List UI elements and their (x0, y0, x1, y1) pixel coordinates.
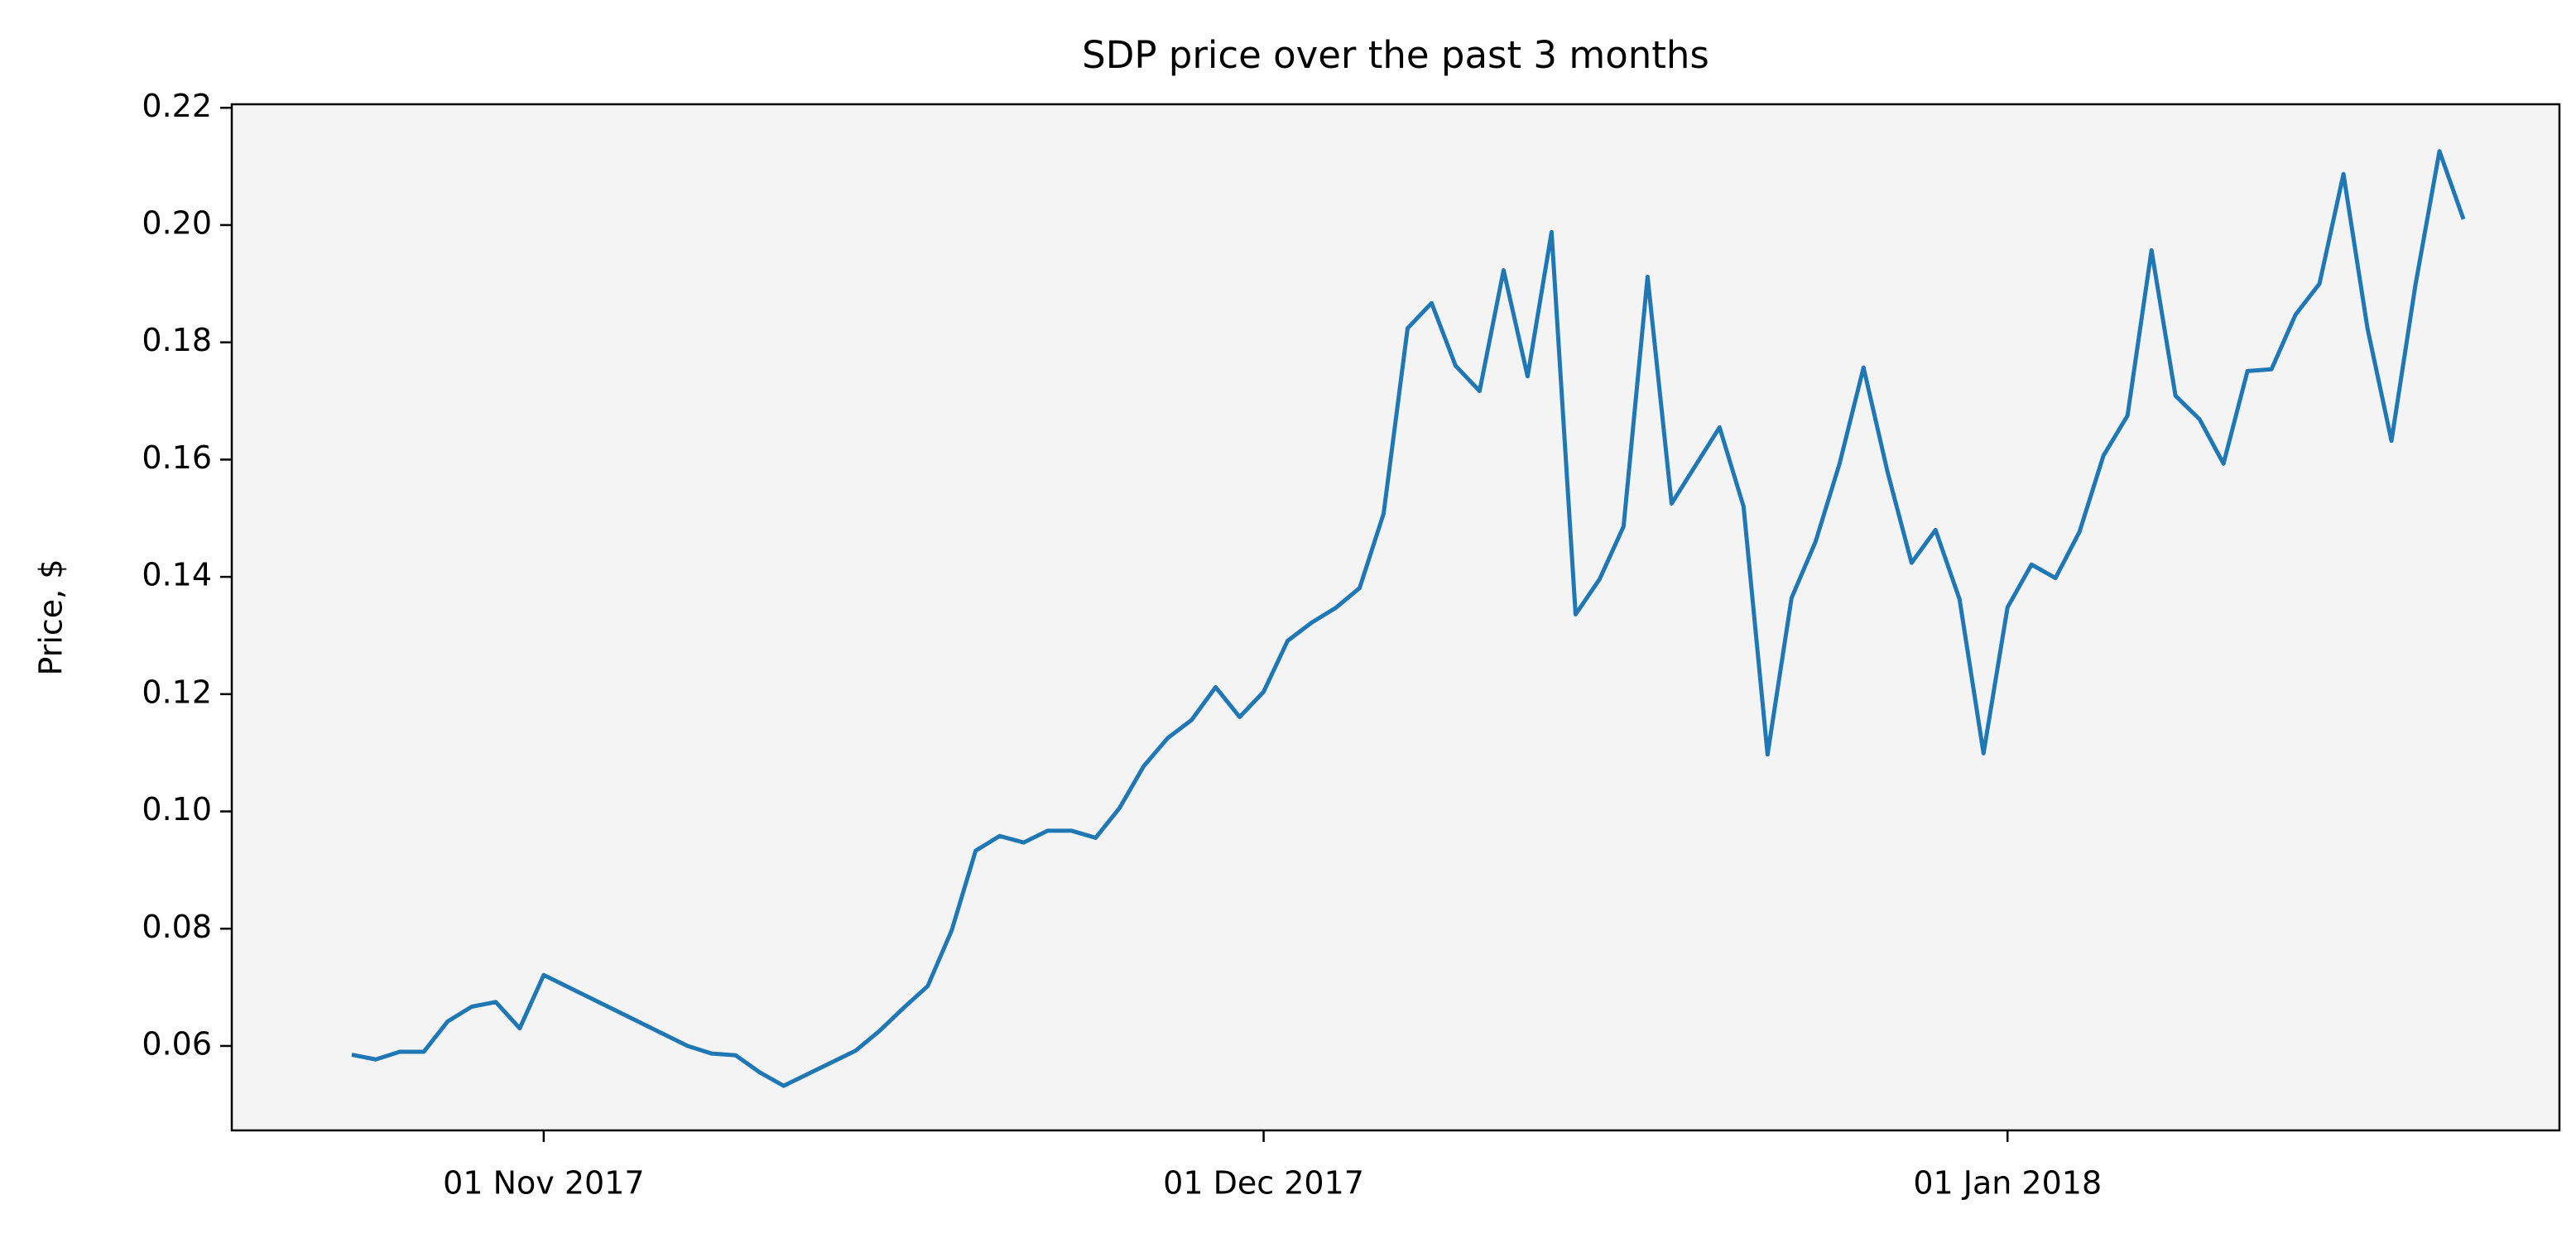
x-tick-label: 01 Jan 2018 (1913, 1165, 2102, 1202)
y-tick-label: 0.06 (142, 1025, 212, 1062)
y-tick-label: 0.12 (142, 674, 212, 710)
chart-title: SDP price over the past 3 months (1082, 33, 1709, 77)
y-axis-label: Price, $ (33, 559, 70, 675)
x-tick-label: 01 Dec 2017 (1163, 1165, 1364, 1202)
y-tick-label: 0.14 (142, 557, 212, 593)
y-tick-label: 0.16 (142, 439, 212, 476)
y-tick-label: 0.08 (142, 909, 212, 945)
x-tick-label: 01 Nov 2017 (443, 1165, 644, 1202)
plot-frame (230, 103, 2561, 1132)
plot-background (232, 104, 2559, 1130)
y-tick-label: 0.18 (142, 322, 212, 358)
y-tick-label: 0.22 (142, 88, 212, 124)
y-tick-label: 0.10 (142, 791, 212, 828)
y-tick-label: 0.20 (142, 204, 212, 241)
price-line (351, 149, 2466, 1088)
